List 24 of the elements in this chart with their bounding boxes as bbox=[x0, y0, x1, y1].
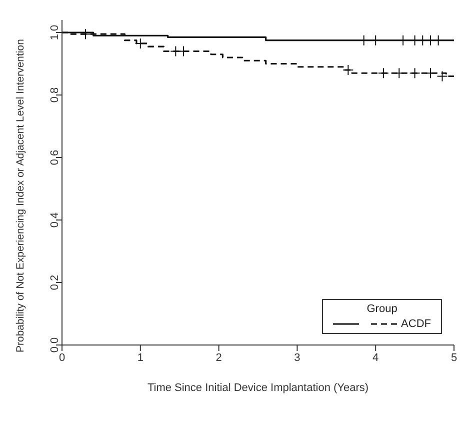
x-tick-label: 2 bbox=[216, 352, 222, 364]
point bbox=[80, 28, 92, 40]
y-tick-label: 0.6 bbox=[48, 150, 61, 166]
x-tick-label: 5 bbox=[450, 352, 458, 364]
point bbox=[170, 46, 182, 57]
point bbox=[424, 68, 436, 79]
x-tick-label: 3 bbox=[294, 352, 300, 364]
y-tick-label: 0.4 bbox=[48, 212, 61, 228]
y-tick-label: 1.0 bbox=[48, 24, 61, 40]
x-tick-label: 1 bbox=[137, 352, 144, 364]
point bbox=[378, 68, 389, 79]
y-tick-label: 0.8 bbox=[48, 87, 61, 103]
point bbox=[394, 68, 405, 79]
legend-title: Group bbox=[366, 303, 398, 315]
x-tick-label: 0 bbox=[58, 352, 66, 364]
legend-label: ACDF bbox=[401, 318, 431, 330]
point bbox=[436, 70, 448, 82]
x-tick-label: 4 bbox=[372, 352, 379, 364]
y-tick-label: 0.0 bbox=[48, 337, 61, 353]
point bbox=[342, 64, 354, 76]
point bbox=[409, 68, 420, 79]
y-axis-title: Probability of Not Experiencing Index or Adjacent Level Intervention bbox=[14, 38, 27, 352]
x-axis-title: Time Since Initial Device Implantation (Years) bbox=[147, 382, 369, 394]
y-tick-label: 0.2 bbox=[48, 274, 61, 290]
